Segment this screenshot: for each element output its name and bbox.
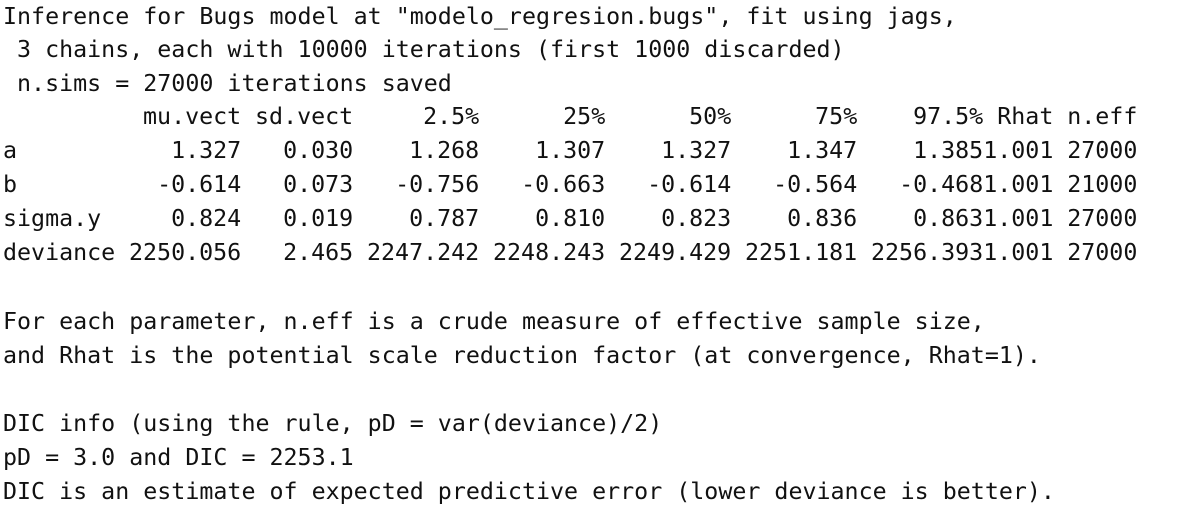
- cell-q50: 2249.429: [619, 239, 732, 266]
- cell-mu-vect: -0.614: [157, 171, 242, 198]
- header-line-1: Inference for Bugs model at "modelo_regr…: [3, 3, 957, 30]
- cell-sd-vect: 0.073: [283, 171, 354, 198]
- cell-q75: -0.564: [773, 171, 858, 198]
- row-name: deviance: [3, 239, 116, 266]
- table-row: a 1.327 0.030 1.268 1.307 1.327 1.347 1.…: [3, 134, 1137, 168]
- cell-rhat: 1.001: [983, 137, 1054, 164]
- cell-q2-5: 2247.242: [367, 239, 480, 266]
- col-header-q75: 75%: [815, 103, 858, 130]
- dic-values-line: pD = 3.0 and DIC = 2253.1: [3, 444, 354, 471]
- notes-line-1: For each parameter, n.eff is a crude mea…: [3, 308, 985, 335]
- cell-q2-5: 1.268: [409, 137, 480, 164]
- cell-sd-vect: 0.030: [283, 137, 354, 164]
- cell-n-eff: 21000: [1067, 171, 1138, 198]
- table-row: sigma.y 0.824 0.019 0.787 0.810 0.823 0.…: [3, 202, 1137, 236]
- col-header-rhat: Rhat: [997, 103, 1054, 130]
- header-line-3: n.sims = 27000 iterations saved: [3, 70, 452, 97]
- summary-table: mu.vect sd.vect 2.5% 25% 50% 75% 97.5% R…: [3, 100, 1137, 270]
- cell-q97-5: -0.468: [899, 171, 984, 198]
- cell-q97-5: 0.863: [913, 205, 984, 232]
- cell-sd-vect: 2.465: [283, 239, 354, 266]
- col-header-q97-5: 97.5%: [913, 103, 984, 130]
- cell-q25: 0.810: [535, 205, 606, 232]
- col-header-n-eff: n.eff: [1067, 103, 1138, 130]
- row-name: b: [3, 171, 18, 198]
- cell-mu-vect: 2250.056: [129, 239, 242, 266]
- table-row: b -0.614 0.073 -0.756 -0.663 -0.614 -0.5…: [3, 168, 1137, 202]
- cell-q75: 2251.181: [745, 239, 858, 266]
- row-name: a: [3, 137, 18, 164]
- cell-rhat: 1.001: [983, 205, 1054, 232]
- cell-n-eff: 27000: [1067, 205, 1138, 232]
- header-line-2: 3 chains, each with 10000 iterations (fi…: [3, 36, 845, 63]
- cell-q25: 1.307: [535, 137, 606, 164]
- cell-q75: 0.836: [787, 205, 858, 232]
- cell-rhat: 1.001: [983, 239, 1054, 266]
- cell-mu-vect: 1.327: [171, 137, 242, 164]
- cell-q25: 2248.243: [493, 239, 606, 266]
- cell-n-eff: 27000: [1067, 137, 1138, 164]
- col-header-sd-vect: sd.vect: [255, 103, 354, 130]
- col-header-mu-vect: mu.vect: [143, 103, 242, 130]
- summary-table-header-row: mu.vect sd.vect 2.5% 25% 50% 75% 97.5% R…: [3, 100, 1137, 134]
- col-header-q25: 25%: [563, 103, 606, 130]
- cell-n-eff: 27000: [1067, 239, 1138, 266]
- rowname-header: [3, 100, 129, 134]
- cell-q2-5: 0.787: [409, 205, 480, 232]
- notes-line-2: and Rhat is the potential scale reductio…: [3, 342, 1041, 369]
- cell-mu-vect: 0.824: [171, 205, 242, 232]
- cell-q97-5: 1.385: [913, 137, 984, 164]
- cell-q2-5: -0.756: [395, 171, 480, 198]
- cell-q50: -0.614: [647, 171, 732, 198]
- dic-note-line: DIC is an estimate of expected predictiv…: [3, 478, 1055, 505]
- col-header-q2-5: 2.5%: [423, 103, 480, 130]
- dic-info-line: DIC info (using the rule, pD = var(devia…: [3, 410, 663, 437]
- cell-q50: 0.823: [661, 205, 732, 232]
- cell-q25: -0.663: [521, 171, 606, 198]
- cell-q75: 1.347: [787, 137, 858, 164]
- col-header-q50: 50%: [689, 103, 732, 130]
- table-row: deviance 2250.056 2.465 2247.242 2248.24…: [3, 236, 1137, 270]
- cell-sd-vect: 0.019: [283, 205, 354, 232]
- cell-q97-5: 2256.393: [871, 239, 984, 266]
- row-name: sigma.y: [3, 205, 102, 232]
- cell-q50: 1.327: [661, 137, 732, 164]
- console-output: Inference for Bugs model at "modelo_regr…: [3, 0, 1181, 506]
- cell-rhat: 1.001: [983, 171, 1054, 198]
